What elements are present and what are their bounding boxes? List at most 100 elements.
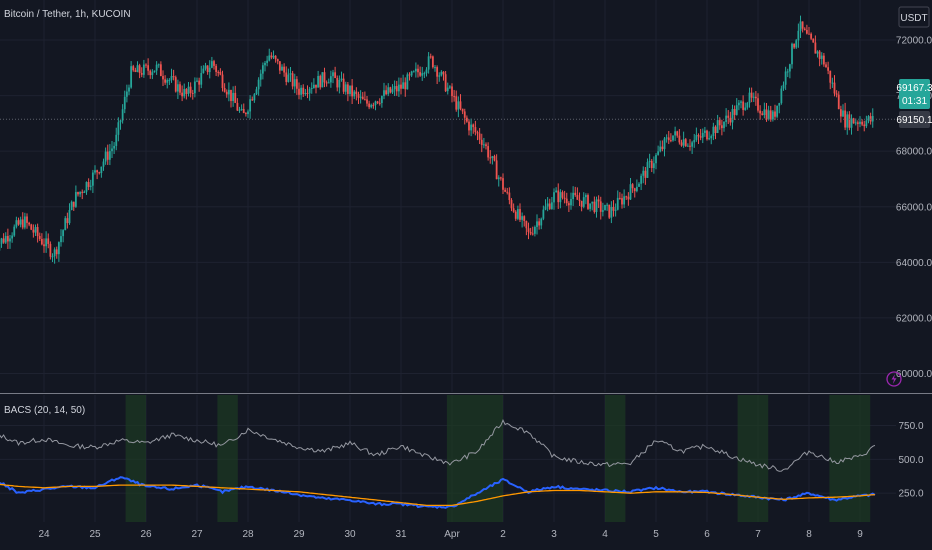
candle-body[interactable] bbox=[525, 221, 528, 229]
candle-body[interactable] bbox=[642, 170, 645, 176]
candle-body[interactable] bbox=[21, 219, 24, 228]
candle-body[interactable] bbox=[436, 67, 439, 77]
candle-body[interactable] bbox=[635, 186, 638, 192]
candle-body[interactable] bbox=[703, 130, 706, 133]
candle-body[interactable] bbox=[478, 133, 481, 140]
candle-body[interactable] bbox=[128, 87, 130, 92]
candle-body[interactable] bbox=[863, 124, 866, 127]
candle-body[interactable] bbox=[587, 195, 589, 209]
candle-body[interactable] bbox=[540, 218, 543, 226]
candle-body[interactable] bbox=[682, 139, 685, 146]
candle-body[interactable] bbox=[495, 160, 498, 180]
candle-body[interactable] bbox=[563, 197, 566, 199]
candle-body[interactable] bbox=[663, 138, 666, 150]
candle-body[interactable] bbox=[434, 67, 436, 69]
candle-body[interactable] bbox=[531, 233, 534, 235]
candle-body[interactable] bbox=[831, 82, 834, 84]
candle-body[interactable] bbox=[631, 184, 634, 189]
candle-body[interactable] bbox=[157, 64, 160, 66]
candle-body[interactable] bbox=[423, 73, 426, 75]
candle-body[interactable] bbox=[759, 110, 762, 114]
candle-body[interactable] bbox=[708, 138, 711, 140]
candle-body[interactable] bbox=[349, 85, 351, 94]
candle-body[interactable] bbox=[421, 73, 424, 76]
time-axis[interactable]: 24 25 26 27 28 29 30 31 Apr 2 3 4 5 6 7 8 9 bbox=[38, 529, 863, 540]
candle-body[interactable] bbox=[363, 99, 366, 101]
candle-body[interactable] bbox=[842, 110, 844, 117]
candle-body[interactable] bbox=[856, 122, 859, 124]
candle-body[interactable] bbox=[79, 191, 82, 195]
candle-body[interactable] bbox=[553, 192, 555, 203]
candle-body[interactable] bbox=[147, 65, 150, 71]
price-pane[interactable] bbox=[0, 15, 896, 264]
candle-body[interactable] bbox=[55, 249, 58, 255]
candle-body[interactable] bbox=[15, 220, 18, 227]
candle-body[interactable] bbox=[695, 135, 698, 140]
candle-body[interactable] bbox=[119, 120, 122, 123]
candle-body[interactable] bbox=[761, 113, 764, 116]
candle-body[interactable] bbox=[319, 76, 322, 88]
candle-body[interactable] bbox=[98, 172, 101, 174]
candle-body[interactable] bbox=[372, 104, 375, 106]
candle-body[interactable] bbox=[429, 56, 432, 58]
candle-body[interactable] bbox=[638, 183, 640, 187]
candle-body[interactable] bbox=[276, 59, 279, 62]
candle-body[interactable] bbox=[610, 207, 613, 218]
candle-body[interactable] bbox=[312, 84, 315, 88]
candle-body[interactable] bbox=[213, 61, 215, 66]
candle-body[interactable] bbox=[657, 151, 660, 155]
candle-body[interactable] bbox=[40, 238, 43, 245]
candle-body[interactable] bbox=[259, 73, 262, 80]
candle-body[interactable] bbox=[125, 91, 128, 97]
candle-body[interactable] bbox=[820, 55, 823, 59]
candle-body[interactable] bbox=[825, 64, 827, 68]
candle-body[interactable] bbox=[521, 216, 524, 220]
candle-body[interactable] bbox=[508, 192, 511, 201]
candle-body[interactable] bbox=[769, 110, 772, 120]
candle-body[interactable] bbox=[493, 156, 496, 161]
candle-body[interactable] bbox=[225, 91, 228, 95]
candle-body[interactable] bbox=[408, 74, 411, 76]
candle-body[interactable] bbox=[185, 89, 188, 94]
candle-body[interactable] bbox=[28, 222, 31, 225]
candle-body[interactable] bbox=[570, 199, 572, 206]
candle-body[interactable] bbox=[181, 92, 184, 97]
candle-body[interactable] bbox=[597, 199, 600, 202]
candle-body[interactable] bbox=[431, 56, 434, 68]
candle-body[interactable] bbox=[346, 84, 349, 94]
candle-body[interactable] bbox=[529, 231, 532, 234]
candle-body[interactable] bbox=[244, 113, 247, 115]
candle-body[interactable] bbox=[801, 21, 804, 29]
candle-body[interactable] bbox=[406, 74, 409, 90]
candle-body[interactable] bbox=[38, 235, 41, 239]
candle-body[interactable] bbox=[455, 96, 458, 110]
candle-body[interactable] bbox=[223, 87, 226, 92]
candle-body[interactable] bbox=[196, 80, 198, 82]
candle-body[interactable] bbox=[854, 122, 857, 124]
candle-body[interactable] bbox=[767, 110, 770, 120]
candle-body[interactable] bbox=[34, 227, 37, 233]
candle-body[interactable] bbox=[189, 86, 192, 93]
candle-body[interactable] bbox=[720, 125, 723, 129]
currency-button-label[interactable]: USDT bbox=[900, 13, 927, 24]
candle-body[interactable] bbox=[179, 84, 181, 93]
candle-body[interactable] bbox=[123, 96, 126, 110]
candle-body[interactable] bbox=[191, 92, 194, 94]
candle-body[interactable] bbox=[323, 72, 326, 83]
candle-body[interactable] bbox=[463, 111, 466, 118]
currency-button[interactable]: USDT bbox=[898, 6, 930, 28]
candle-body[interactable] bbox=[187, 86, 190, 94]
candle-body[interactable] bbox=[72, 201, 75, 207]
candle-body[interactable] bbox=[799, 21, 802, 31]
candle-body[interactable] bbox=[846, 114, 849, 128]
candle-body[interactable] bbox=[606, 204, 609, 206]
candle-body[interactable] bbox=[359, 96, 362, 98]
candle-body[interactable] bbox=[650, 160, 653, 169]
candle-body[interactable] bbox=[633, 188, 636, 192]
candle-body[interactable] bbox=[17, 220, 20, 225]
candle-body[interactable] bbox=[786, 71, 789, 73]
candle-body[interactable] bbox=[344, 84, 347, 92]
candle-body[interactable] bbox=[332, 72, 334, 77]
candle-body[interactable] bbox=[329, 76, 332, 83]
candle-body[interactable] bbox=[283, 66, 286, 73]
